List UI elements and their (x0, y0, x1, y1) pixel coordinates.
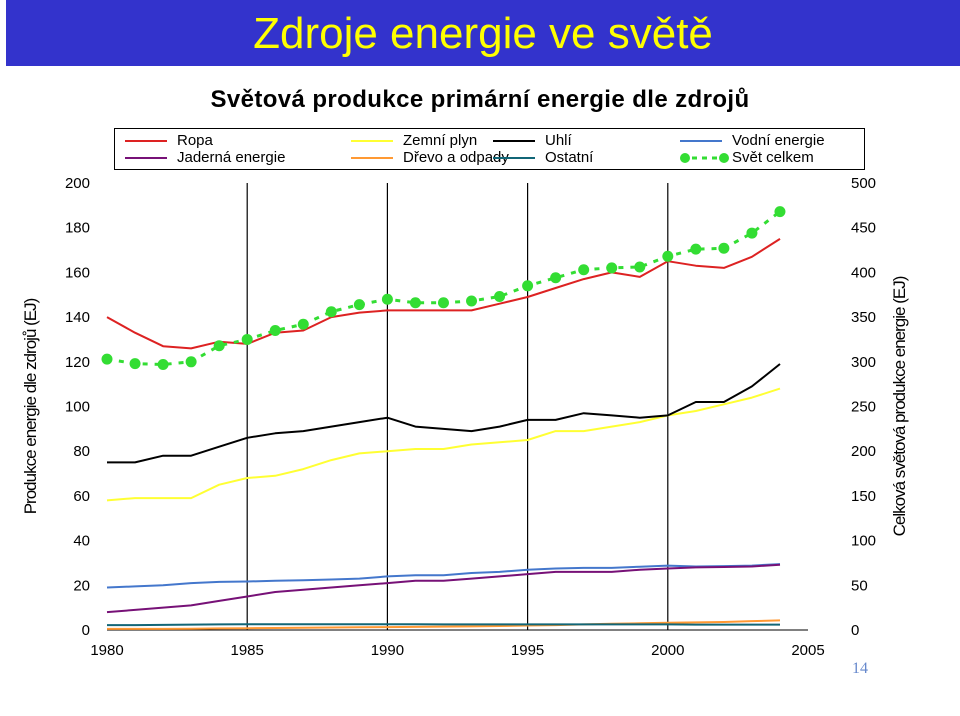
y2-tick-label: 300 (851, 354, 876, 371)
legend-swatch (493, 140, 535, 142)
series-point-7 (353, 299, 365, 311)
y-tick-label: 60 (73, 488, 90, 505)
legend-swatch (680, 153, 729, 163)
series-point-7 (634, 261, 646, 273)
series-point-7 (718, 242, 730, 254)
y2-tick-label: 400 (851, 264, 876, 281)
legend-label: Ropa (177, 132, 213, 149)
series-line-0 (106, 238, 781, 350)
y-axis-title: Produkce energie dle zdrojů (EJ) (21, 298, 40, 514)
series-point-7 (129, 358, 141, 370)
y2-tick-label: 100 (851, 533, 876, 550)
legend-label: Uhlí (545, 132, 572, 149)
series-point-7 (522, 280, 534, 292)
series-point-7 (241, 333, 253, 345)
series-point-7 (494, 291, 506, 303)
y2-tick-label: 0 (851, 622, 859, 639)
series-point-7 (101, 353, 113, 365)
y2-tick-label: 350 (851, 309, 876, 326)
y-tick-label: 0 (82, 622, 90, 639)
series-point-7 (662, 250, 674, 262)
x-tick-label: 2005 (791, 642, 824, 659)
y-tick-label: 20 (73, 577, 90, 594)
y2-axis-title: Celková světová produkce energie (EJ) (890, 276, 909, 536)
series-point-7 (269, 325, 281, 337)
legend-label: Zemní plyn (403, 132, 478, 149)
legend-swatch (680, 140, 722, 142)
y2-tick-label: 500 (851, 175, 876, 192)
x-tick-label: 1990 (371, 642, 404, 659)
series-point-7 (409, 297, 421, 309)
title-banner: Zdroje energie ve světě (6, 0, 960, 66)
y2-tick-label: 150 (851, 488, 876, 505)
legend-swatch (351, 157, 393, 159)
series-point-7 (185, 356, 197, 368)
y-tick-label: 40 (73, 533, 90, 550)
series-line-5 (107, 619, 781, 630)
series-point-7 (690, 243, 702, 255)
series-point-7 (746, 227, 758, 239)
y2-tick-label: 450 (851, 220, 876, 237)
y-tick-label: 120 (65, 354, 90, 371)
series-point-7 (297, 318, 309, 330)
series-point-7 (578, 264, 590, 276)
legend-label: Svět celkem (732, 149, 814, 166)
page-number: 14 (852, 660, 868, 677)
series-line-4 (106, 563, 781, 614)
series-point-7 (325, 306, 337, 318)
y2-tick-label: 50 (851, 577, 868, 594)
x-tick-label: 2000 (651, 642, 684, 659)
series-point-7 (437, 297, 449, 309)
y-tick-label: 180 (65, 220, 90, 237)
series-line-2 (107, 363, 781, 464)
legend-swatch (493, 157, 535, 159)
y-tick-label: 80 (73, 443, 90, 460)
series-line-3 (106, 563, 781, 589)
legend-swatch (125, 157, 167, 159)
series-point-7 (466, 295, 478, 307)
series-line-6 (107, 623, 780, 627)
legend-swatch (351, 140, 393, 142)
legend-label: Vodní energie (732, 132, 825, 149)
y2-tick-label: 250 (851, 399, 876, 416)
series-line-1 (106, 387, 781, 502)
chart-title: Světová produkce primární energie dle zd… (210, 86, 750, 113)
legend-label: Dřevo a odpady (403, 149, 509, 166)
x-tick-label: 1980 (90, 642, 123, 659)
series-point-7 (157, 358, 169, 370)
series-line-7 (106, 210, 781, 366)
y-tick-label: 160 (65, 264, 90, 281)
y-tick-label: 140 (65, 309, 90, 326)
chart-legend: Ropa Zemní plyn Uhlí Vodní energie Jaderná e… (114, 128, 865, 170)
series-point-7 (606, 262, 618, 274)
y-tick-label: 200 (65, 175, 90, 192)
series-point-7 (381, 293, 393, 305)
legend-swatch (125, 140, 167, 142)
series-point-7 (213, 340, 225, 352)
x-tick-label: 1995 (511, 642, 544, 659)
series-point-7 (550, 272, 562, 284)
legend-label: Jaderná energie (177, 149, 286, 166)
y-tick-label: 100 (65, 399, 90, 416)
slide-title: Zdroje energie ve světě (253, 9, 713, 58)
y2-tick-label: 200 (851, 443, 876, 460)
series-point-7 (774, 206, 786, 218)
x-tick-label: 1985 (231, 642, 264, 659)
legend-label: Ostatní (545, 149, 594, 166)
